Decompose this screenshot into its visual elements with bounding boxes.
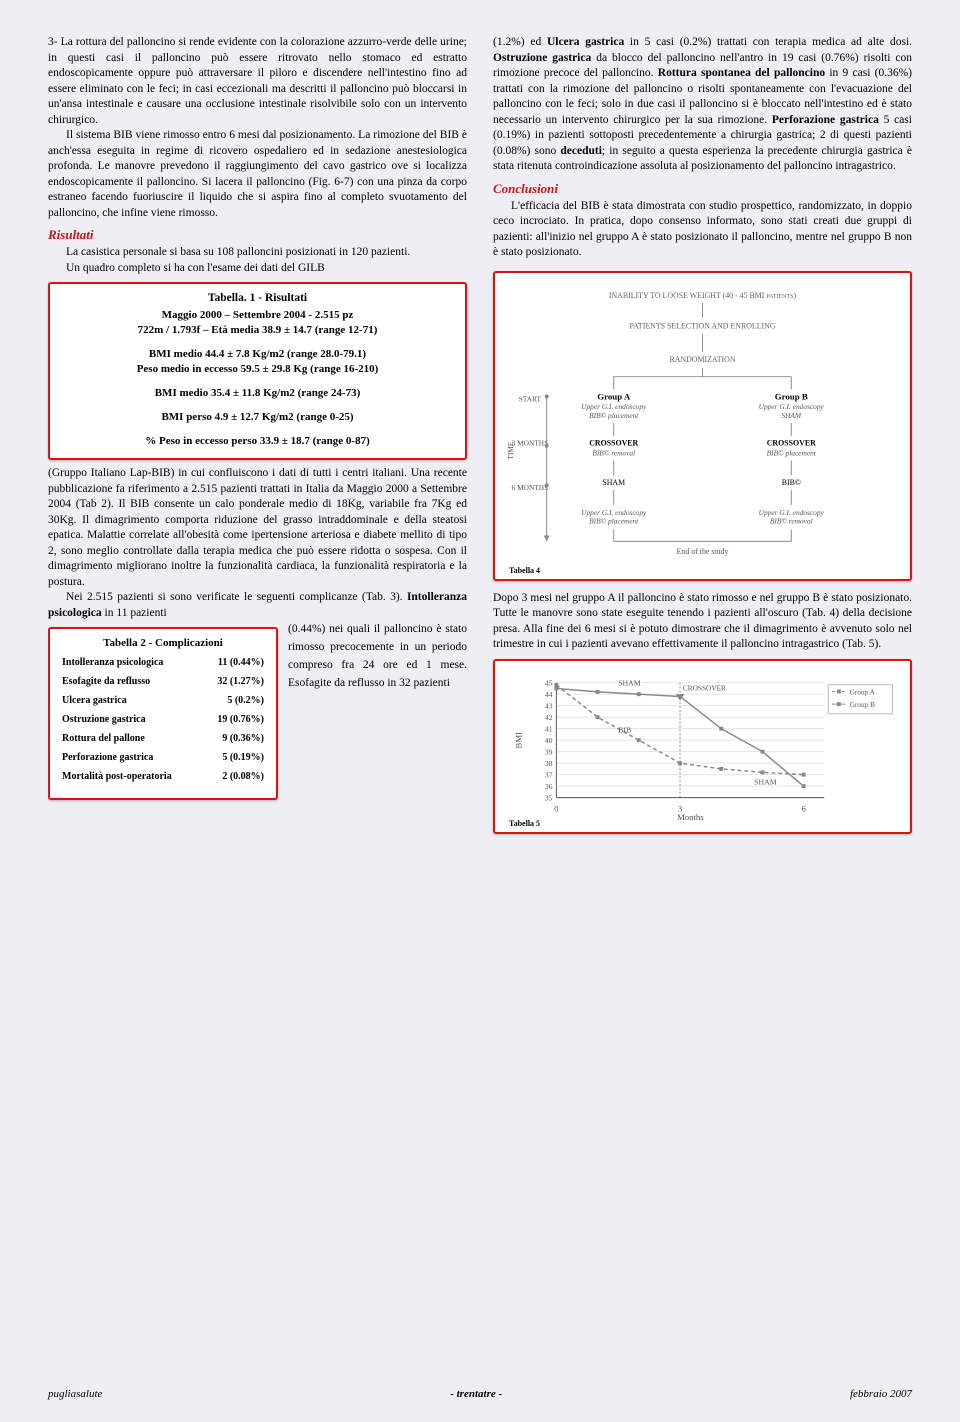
svg-text:44: 44	[545, 690, 553, 699]
fc-endA-l1: Upper G.I. endoscopy	[581, 507, 647, 516]
svg-text:35: 35	[545, 793, 553, 802]
t1-l3: BMI medio 44.4 ± 7.8 Kg/m2 (range 28.0-7…	[60, 348, 455, 360]
svg-text:36: 36	[545, 782, 553, 791]
fc-title: INABILITY TO LOOSE WEIGHT (40 - 45 BMI p…	[609, 290, 797, 299]
fc-end: End of the study	[677, 547, 729, 556]
flowchart-svg: INABILITY TO LOOSE WEIGHT (40 - 45 BMI p…	[505, 283, 900, 569]
svg-text:BMI: BMI	[513, 732, 523, 749]
table2-row: Intolleranza psicologica11 (0.44%)	[62, 657, 264, 668]
svg-text:43: 43	[545, 701, 553, 710]
para-2: Il sistema BIB viene rimosso entro 6 mes…	[48, 128, 467, 221]
fc-gB-l2: SHAM	[781, 411, 802, 420]
svg-text:38: 38	[545, 759, 553, 768]
fc-start: START	[519, 394, 542, 403]
p6c: in 11 pazienti	[102, 607, 167, 619]
svg-text:41: 41	[545, 724, 553, 733]
svg-text:BIB: BIB	[618, 725, 631, 734]
fc-gB-l1: Upper G.I. endoscopy	[759, 402, 825, 411]
fc-time-axis: TIME	[506, 441, 515, 460]
table2-row: Perforazione gastrica5 (0.19%)	[62, 752, 264, 763]
fc-remB: BIB© placement	[767, 448, 817, 457]
svg-text:42: 42	[545, 713, 553, 722]
section-conclusioni: Conclusioni	[493, 181, 912, 197]
para-4: Un quadro completo si ha con l'esame dei…	[48, 261, 467, 277]
footer-left: pugliasalute	[48, 1388, 102, 1400]
t1-l1: Maggio 2000 – Settembre 2004 - 2.515 pz	[60, 309, 455, 321]
fc-gA-l1: Upper G.I. endoscopy	[581, 402, 647, 411]
fc-sel: PATIENTS SELECTION AND ENROLLING	[629, 321, 775, 330]
svg-text:Group A: Group A	[850, 687, 876, 696]
svg-text:0: 0	[554, 803, 559, 813]
tabella-5-chart: 3536373839404142434445036MonthsBMICROSSO…	[493, 659, 912, 834]
para-3: La casistica personale si basa su 108 pa…	[48, 245, 467, 261]
svg-text:37: 37	[545, 770, 553, 779]
p6a: Nei 2.515 pazienti si sono verificate le…	[66, 591, 407, 603]
footer-center: - trentatre -	[450, 1388, 502, 1400]
fc-gA-l2: BIB© placement	[589, 411, 639, 420]
table2-row: Esofagite da reflusso32 (1.27%)	[62, 676, 264, 687]
svg-text:45: 45	[545, 678, 553, 687]
footer-right: febbraio 2007	[850, 1388, 912, 1400]
fc-groupB: Group B	[775, 391, 808, 401]
table2-row: Ulcera gastrica5 (0.2%)	[62, 695, 264, 706]
fc-endB-l1: Upper G.I. endoscopy	[759, 507, 825, 516]
fc-groupA: Group A	[597, 391, 631, 401]
fc-remA: BIB© removal	[592, 448, 635, 457]
t1-l6: BMI perso 4.9 ± 12.7 Kg/m2 (range 0-25)	[60, 411, 455, 423]
col2-p2: L'efficacia del BIB è stata dimostrata c…	[493, 199, 912, 261]
svg-text:40: 40	[545, 736, 553, 745]
para-7: (0.44%) nei quali il palloncino è stato …	[288, 623, 467, 688]
svg-text:SHAM: SHAM	[618, 678, 641, 687]
page-footer: pugliasalute - trentatre - febbraio 2007	[48, 1388, 912, 1400]
svg-text:6: 6	[801, 803, 806, 813]
fc-endA-l2: BIB© placement	[589, 516, 639, 525]
svg-text:CROSSOVER: CROSSOVER	[683, 683, 726, 692]
fc-shamA: SHAM	[602, 478, 625, 487]
table2-row: Mortalità post-operatoria2 (0.08%)	[62, 771, 264, 782]
table2-row: Rottura del pallone9 (0.36%)	[62, 733, 264, 744]
tabella5-tag: Tabella 5	[509, 819, 540, 828]
svg-text:Months: Months	[677, 812, 704, 822]
chart5-svg: 3536373839404142434445036MonthsBMICROSSO…	[505, 671, 900, 822]
t1-l4: Peso medio in eccesso 59.5 ± 29.8 Kg (ra…	[60, 363, 455, 375]
tabella-2-complicazioni: Tabella 2 - Complicazioni Intolleranza p…	[48, 627, 278, 800]
para-6: Nei 2.515 pazienti si sono verificate le…	[48, 590, 467, 621]
fc-endB-l2: BIB© removal	[770, 516, 813, 525]
right-column: (1.2%) ed Ulcera gastrica in 5 casi (0.2…	[493, 35, 912, 840]
table2-row: Ostruzione gastrica19 (0.76%)	[62, 714, 264, 725]
para-1: 3- La rottura del palloncino si rende ev…	[48, 35, 467, 128]
tabella-1-risultati: Tabella. 1 - Risultati Maggio 2000 – Set…	[48, 282, 467, 460]
col2-p3: Dopo 3 mesi nel gruppo A il palloncino è…	[493, 591, 912, 653]
svg-text:Group B: Group B	[850, 700, 875, 709]
tabella-4-flowchart: INABILITY TO LOOSE WEIGHT (40 - 45 BMI p…	[493, 271, 912, 581]
para-5: (Gruppo Italiano Lap-BIB) in cui conflui…	[48, 466, 467, 590]
left-column: 3- La rottura del palloncino si rende ev…	[48, 35, 467, 840]
fc-3m: 3 MONTHS	[512, 438, 549, 447]
fc-rand: RANDOMIZATION	[669, 355, 735, 364]
t1-l5: BMI medio 35.4 ± 11.8 Kg/m2 (range 24-73…	[60, 387, 455, 399]
fc-bibB: BIB©	[782, 478, 801, 487]
fc-crossB: CROSSOVER	[767, 438, 816, 447]
table1-title: Tabella. 1 - Risultati	[60, 292, 455, 304]
two-column-layout: 3- La rottura del palloncino si rende ev…	[48, 35, 912, 840]
svg-text:39: 39	[545, 747, 553, 756]
t1-l7: % Peso in eccesso perso 33.9 ± 18.7 (ran…	[60, 435, 455, 447]
tabella4-tag: Tabella 4	[509, 566, 540, 575]
table2-title: Tabella 2 - Complicazioni	[62, 637, 264, 649]
fc-crossA: CROSSOVER	[589, 438, 638, 447]
col2-p1: (1.2%) ed Ulcera gastrica in 5 casi (0.2…	[493, 35, 912, 175]
section-risultati: Risultati	[48, 227, 467, 243]
fc-6m: 6 MONTHS	[512, 483, 549, 492]
svg-text:SHAM: SHAM	[754, 777, 777, 786]
t1-l2: 722m / 1.793f – Età media 38.9 ± 14.7 (r…	[60, 324, 455, 336]
